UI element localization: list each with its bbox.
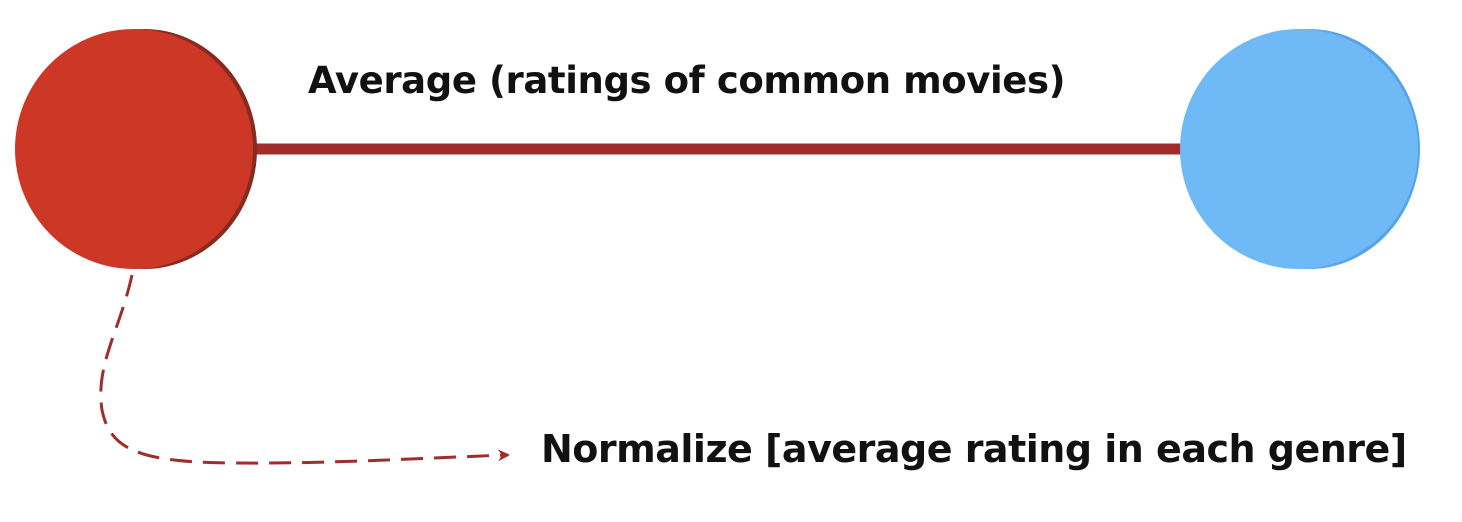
right-node[interactable]: [1180, 29, 1420, 269]
left-node[interactable]: [15, 29, 257, 269]
left-node-face: [15, 29, 253, 269]
edge-label: Average (ratings of common movies): [308, 59, 1066, 102]
normalize-annotation-label: Normalize [average rating in each genre]: [541, 427, 1407, 471]
right-node-face: [1180, 29, 1418, 269]
normalize-dashed-arrow: [99, 274, 510, 465]
